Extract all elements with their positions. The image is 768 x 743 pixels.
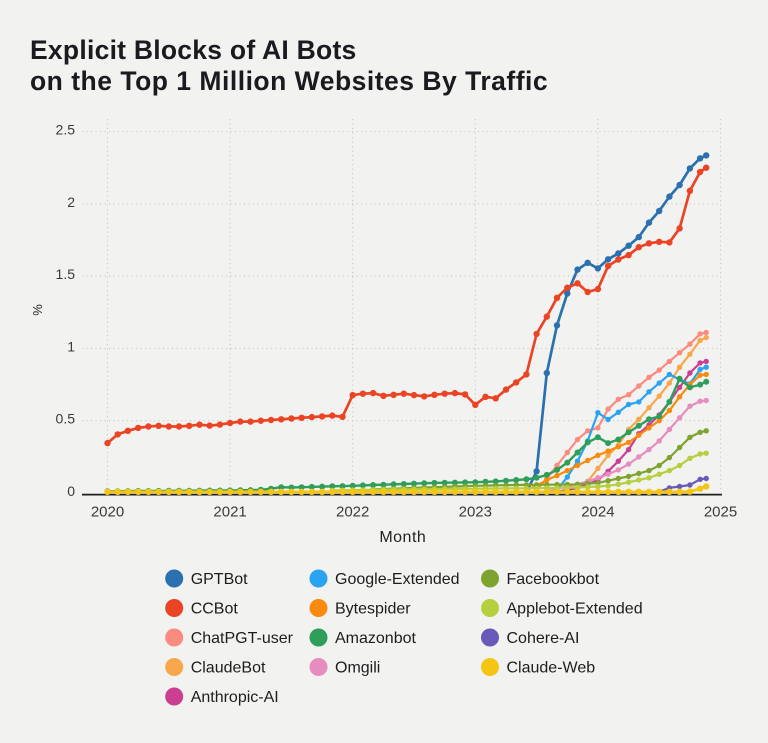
svg-text:Omgili: Omgili [335,660,380,677]
svg-text:Explicit Blocks of AI Bots: Explicit Blocks of AI Bots [30,35,357,65]
svg-text:%: % [30,304,45,316]
svg-text:2.5: 2.5 [56,122,76,138]
svg-text:1: 1 [67,338,75,354]
svg-text:Month: Month [379,529,426,546]
svg-text:1.5: 1.5 [56,266,76,282]
svg-text:Google-Extended: Google-Extended [335,571,460,588]
svg-text:Bytespider: Bytespider [335,601,411,618]
svg-text:on the Top 1 Million Websites: on the Top 1 Million Websites By Traffic [30,66,548,96]
svg-text:Facebookbot: Facebookbot [507,571,600,588]
svg-text:2022: 2022 [336,504,369,521]
svg-text:0.5: 0.5 [56,411,76,427]
svg-text:Applebot-Extended: Applebot-Extended [507,601,643,618]
svg-text:2025: 2025 [704,504,737,521]
svg-text:2024: 2024 [581,504,614,521]
svg-text:Amazonbot: Amazonbot [335,630,416,647]
svg-text:2021: 2021 [213,504,246,521]
svg-text:2023: 2023 [459,504,492,521]
svg-text:CCBot: CCBot [191,601,239,618]
svg-text:0: 0 [67,483,75,499]
svg-text:ClaudeBot: ClaudeBot [191,660,266,677]
svg-text:Cohere-AI: Cohere-AI [507,630,580,647]
svg-text:Claude-Web: Claude-Web [507,660,596,677]
svg-text:GPTBot: GPTBot [191,571,248,588]
svg-text:2020: 2020 [91,504,124,521]
svg-text:2: 2 [67,194,75,210]
svg-text:Anthropic-AI: Anthropic-AI [191,689,279,706]
svg-text:ChatPGT-user: ChatPGT-user [191,630,294,647]
